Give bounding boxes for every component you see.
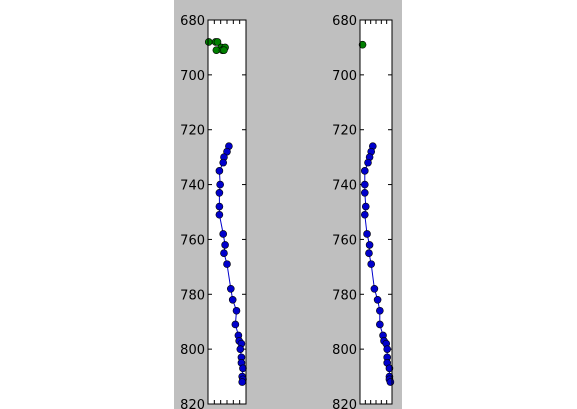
blue-data-point <box>383 345 392 353</box>
y-tick-label: 680 <box>332 14 357 29</box>
y-tick-label: 740 <box>332 179 357 194</box>
blue-data-point <box>376 320 384 329</box>
blue-data-point <box>363 230 371 238</box>
y-tick-label: 680 <box>180 14 205 29</box>
axes-frame <box>359 19 393 405</box>
blue-data-point <box>219 158 227 167</box>
y-tick-label: 760 <box>332 233 357 248</box>
green-data-point <box>220 46 228 54</box>
y-tick-label: 740 <box>180 179 205 194</box>
blue-data-point <box>215 189 224 197</box>
blue-data-point <box>360 189 369 197</box>
y-tick-label: 800 <box>332 343 357 358</box>
blue-data-point <box>367 260 376 268</box>
blue-data-point <box>360 167 369 175</box>
blue-data-point <box>365 241 374 249</box>
subplot-left: 680 700 720 740 760 780 800 820 <box>180 14 247 409</box>
y-tick-label: 700 <box>180 69 205 84</box>
blue-data-point <box>232 306 241 315</box>
y-tick-label: 780 <box>180 288 205 303</box>
blue-data-point <box>227 284 235 293</box>
blue-data-point <box>239 364 247 373</box>
blue-data-point <box>373 295 382 304</box>
green-data-point <box>204 38 213 46</box>
blue-data-point <box>238 378 246 386</box>
blue-data-point <box>360 180 369 189</box>
blue-data-point <box>220 249 228 257</box>
blue-data-point <box>385 364 394 373</box>
blue-data-point <box>231 320 240 329</box>
blue-data-point <box>370 284 379 293</box>
axes-frame <box>207 19 247 405</box>
blue-data-point <box>219 230 227 238</box>
blue-data-point <box>236 345 245 353</box>
y-tick-label: 760 <box>180 233 205 248</box>
blue-data-point <box>215 210 224 219</box>
y-tick-label: 720 <box>332 124 357 139</box>
blue-data-point <box>386 378 395 386</box>
blue-data-point <box>361 202 370 211</box>
y-tick-label: 820 <box>332 398 357 409</box>
blue-data-point <box>228 295 237 304</box>
green-data-point <box>358 40 367 49</box>
y-tick-label: 720 <box>180 124 205 139</box>
blue-data-point <box>215 167 224 175</box>
blue-data-point <box>215 202 224 211</box>
y-tick-label: 820 <box>180 398 205 409</box>
subplot-right: 680 700 720 740 760 780 800 820 <box>332 14 395 409</box>
blue-data-point <box>364 158 372 167</box>
blue-data-point <box>216 180 224 189</box>
y-tick-label: 780 <box>332 288 357 303</box>
blue-data-point <box>221 241 229 249</box>
blue-data-point <box>223 260 231 268</box>
blue-data-point <box>365 249 373 257</box>
y-tick-label: 800 <box>180 343 205 358</box>
y-tick-label: 700 <box>332 69 357 84</box>
blue-data-point <box>360 210 369 219</box>
blue-data-point <box>376 306 384 315</box>
green-data-point <box>213 38 222 46</box>
